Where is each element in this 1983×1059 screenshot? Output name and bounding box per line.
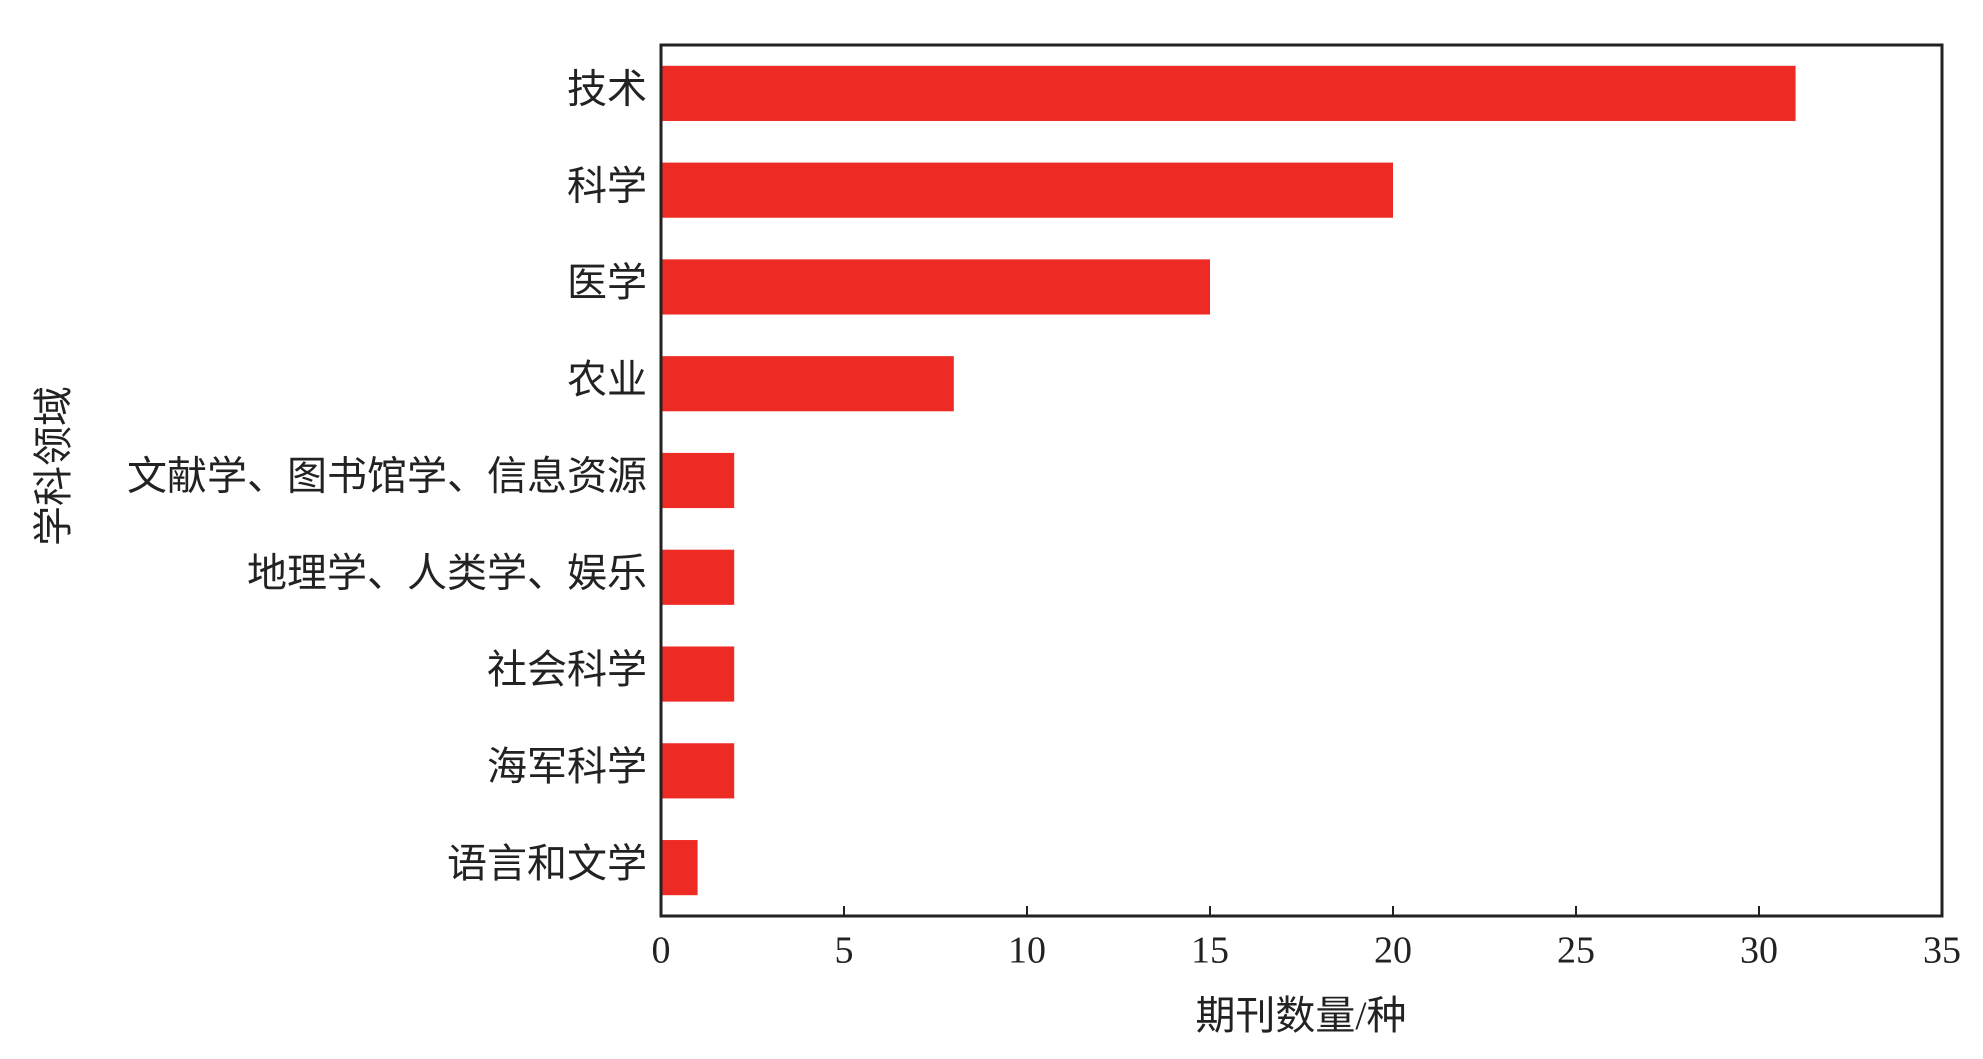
bar [661,259,1210,315]
y-tick-label: 语言和文学 [447,841,647,886]
y-tick-label: 社会科学 [487,647,647,692]
x-tick-label: 35 [1923,930,1961,972]
plot-frame [659,43,1944,918]
bar [661,65,1796,121]
bar [661,162,1393,218]
x-tick-label: 20 [1374,930,1412,972]
bar [661,452,735,509]
y-tick-label: 农业 [567,357,647,402]
y-tick-label: 科学 [567,163,647,208]
bar [661,549,735,605]
x-axis-label: 期刊数量/种 [1195,993,1406,1038]
bar [661,356,954,412]
y-tick-label: 海军科学 [487,744,647,789]
y-tick-label: 地理学、人类学、娱乐 [247,550,647,595]
x-tick-label: 10 [1008,930,1046,972]
x-tick-label: 30 [1740,930,1778,972]
bar [661,743,735,799]
bar [661,840,698,896]
x-tick-label: 15 [1191,930,1229,972]
x-tick-label: 0 [652,930,671,972]
y-tick-label: 文献学、图书馆学、信息资源 [127,454,647,499]
x-tick-label: 25 [1557,930,1595,972]
y-tick-label: 医学 [567,260,647,305]
y-tick-label: 技术 [567,67,647,112]
bar [661,646,735,702]
y-axis-label: 学科领域 [31,386,76,546]
x-tick-label: 5 [835,930,854,972]
